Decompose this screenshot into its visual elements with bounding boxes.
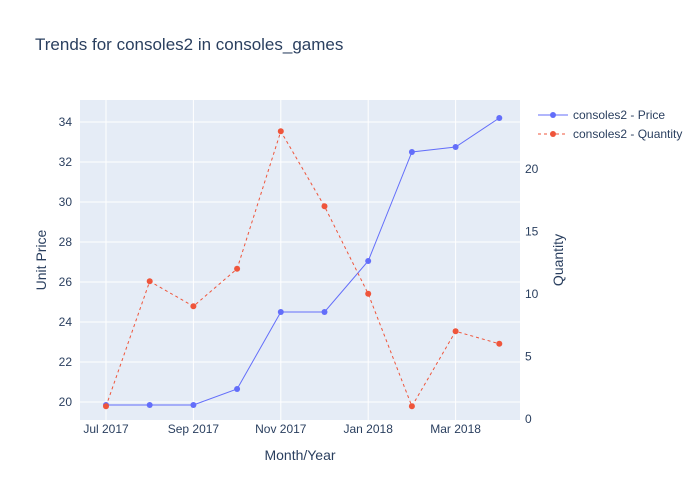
quantity-point[interactable] (408, 403, 415, 410)
quantity-point[interactable] (190, 303, 197, 310)
x-tick-label: Sep 2017 (168, 422, 220, 436)
legend-price-marker (550, 112, 556, 118)
y-left-tick-label: 32 (59, 155, 73, 169)
price-point[interactable] (146, 402, 153, 408)
price-point[interactable] (234, 386, 241, 392)
y-left-axis-title: Unit Price (33, 229, 49, 290)
price-point[interactable] (321, 309, 328, 315)
legend-quantity-marker (550, 131, 556, 137)
price-point[interactable] (408, 149, 415, 155)
x-tick-label: Jan 2018 (344, 422, 394, 436)
y-left-tick-label: 30 (59, 195, 73, 209)
y-left-tick-label: 34 (59, 115, 73, 129)
quantity-point[interactable] (277, 128, 284, 135)
legend-item-quantity[interactable]: consoles2 - Quantity (538, 127, 682, 141)
y-left-tick-label: 28 (59, 235, 73, 249)
price-point[interactable] (190, 402, 197, 408)
y-right-tick-label: 5 (525, 349, 532, 363)
legend[interactable]: consoles2 - Price consoles2 - Quantity (538, 108, 682, 141)
quantity-point[interactable] (496, 340, 503, 347)
x-tick-labels: Jul 2017 Sep 2017 Nov 2017 Jan 2018 Mar 2018 (83, 422, 481, 436)
y-left-tick-label: 24 (59, 315, 73, 329)
x-tick-label: Mar 2018 (430, 422, 481, 436)
y-right-tick-label: 20 (525, 162, 539, 176)
legend-price-label: consoles2 - Price (573, 108, 665, 122)
quantity-point[interactable] (321, 203, 328, 210)
y-left-tick-label: 22 (59, 355, 73, 369)
legend-item-price[interactable]: consoles2 - Price (538, 108, 665, 122)
quantity-point[interactable] (365, 290, 372, 297)
quantity-point[interactable] (146, 278, 153, 285)
quantity-point[interactable] (452, 328, 459, 335)
y-right-tick-label: 15 (525, 224, 539, 238)
y-right-tick-labels: 0 5 10 15 20 (525, 162, 539, 426)
x-tick-label: Nov 2017 (255, 422, 307, 436)
y-right-tick-label: 10 (525, 287, 539, 301)
y-left-tick-label: 26 (59, 275, 73, 289)
price-point[interactable] (365, 258, 372, 264)
price-series-line (106, 117, 500, 406)
price-point[interactable] (277, 309, 284, 315)
quantity-point[interactable] (103, 403, 109, 410)
y-right-tick-label: 0 (525, 412, 532, 426)
x-axis-title: Month/Year (264, 447, 335, 463)
price-point[interactable] (452, 144, 459, 150)
chart-title: Trends for consoles2 in consoles_games (35, 35, 343, 54)
y-right-axis-title: Quantity (550, 234, 566, 286)
series-layer (103, 115, 503, 410)
y-grid (80, 121, 520, 403)
plot-area (80, 100, 520, 420)
quantity-series-line (105, 130, 500, 408)
x-grid (105, 100, 457, 420)
x-tick-label: Jul 2017 (83, 422, 129, 436)
price-point[interactable] (496, 115, 503, 121)
y-left-tick-label: 20 (59, 395, 73, 409)
legend-quantity-label: consoles2 - Quantity (573, 127, 682, 141)
quantity-point[interactable] (234, 265, 241, 272)
y-left-tick-labels: 20 22 24 26 28 30 32 34 (59, 115, 73, 409)
